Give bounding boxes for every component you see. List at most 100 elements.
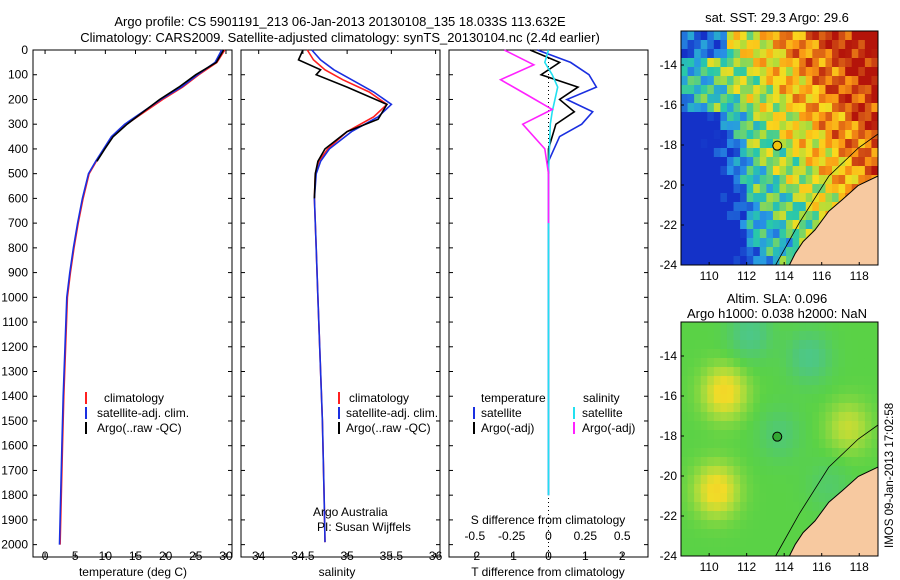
- map-cell: [851, 31, 859, 41]
- map-cell: [838, 76, 846, 86]
- map-cell: [746, 340, 754, 350]
- map-cell: [786, 349, 794, 359]
- map-cell: [825, 49, 833, 59]
- map-cell: [799, 103, 807, 113]
- map-cell: [733, 247, 741, 257]
- map-cell: [713, 484, 721, 494]
- map-cell: [799, 76, 807, 86]
- map-cell: [805, 103, 813, 113]
- map-cell: [720, 367, 728, 377]
- diff-xlabel: T difference from climatology: [471, 565, 625, 579]
- map-cell: [792, 376, 800, 386]
- map-cell: [832, 421, 839, 431]
- map-cell: [740, 256, 748, 266]
- map-cell: [792, 139, 800, 149]
- map-cell: [694, 139, 702, 149]
- map-cell: [720, 112, 728, 122]
- map-cell: [871, 331, 879, 341]
- map-cell: [753, 475, 761, 485]
- map-cell: [851, 331, 859, 341]
- map-cell: [812, 94, 820, 104]
- map-cell: [805, 520, 813, 530]
- map-cell: [687, 166, 695, 176]
- map-cell: [681, 247, 688, 257]
- map-cell: [740, 421, 748, 431]
- imos-stamp: IMOS 09-Jan-2013 17:02:58: [884, 403, 896, 548]
- temp-legend-satellite: satellite-adj. clim.: [97, 406, 189, 420]
- map-cell: [799, 520, 807, 530]
- map-cell: [779, 184, 787, 194]
- map-cell: [772, 175, 780, 185]
- sal-note-line2: PI: Susan Wijffels: [317, 520, 411, 534]
- map-cell: [805, 322, 813, 332]
- map-cell: [681, 31, 688, 41]
- map-cell: [726, 76, 734, 86]
- map-cell: [766, 394, 774, 404]
- map-cell: [799, 475, 807, 485]
- map-cell: [799, 349, 807, 359]
- map-cell: [871, 112, 879, 122]
- map-cell: [740, 76, 748, 86]
- map-cell: [766, 175, 774, 185]
- map-cell: [713, 247, 721, 257]
- map-cell: [805, 367, 813, 377]
- map-cell: [700, 76, 708, 86]
- map-cell: [733, 331, 741, 341]
- map-cell: [858, 139, 866, 149]
- map-cell: [753, 439, 761, 449]
- depth-tick-label: 1800: [1, 488, 28, 502]
- map-cell: [805, 148, 813, 158]
- map-cell: [733, 493, 741, 503]
- map-cell: [733, 202, 741, 212]
- map-cell: [707, 394, 715, 404]
- map-cell: [726, 85, 734, 95]
- map-cell: [825, 76, 833, 86]
- map-cell: [740, 538, 748, 548]
- map-cell: [871, 148, 879, 158]
- depth-tick-label: 800: [8, 241, 28, 255]
- map-cell: [740, 430, 748, 440]
- map-cell: [759, 421, 767, 431]
- map-cell: [681, 184, 688, 194]
- map-cell: [792, 448, 800, 458]
- map-cell: [713, 184, 721, 194]
- map-cell: [825, 31, 833, 41]
- map-cell: [707, 247, 715, 257]
- map-cell: [818, 94, 826, 104]
- map-cell: [818, 40, 826, 50]
- map-cell: [851, 94, 859, 104]
- map-cell: [720, 121, 728, 131]
- map-cell: [694, 166, 702, 176]
- map-cell: [707, 466, 715, 476]
- map-cell: [740, 322, 748, 332]
- map-cell: [681, 331, 688, 341]
- map-cell: [713, 58, 721, 68]
- map-cell: [832, 76, 839, 86]
- map-cell: [779, 103, 787, 113]
- map-cell: [766, 211, 774, 221]
- map-cell: [740, 238, 748, 248]
- map-cell: [733, 148, 741, 158]
- map-cell: [726, 430, 734, 440]
- map-cell: [871, 322, 879, 332]
- x-tick-label: -1: [506, 549, 517, 563]
- map-cell: [779, 67, 787, 77]
- map-cell: [825, 340, 833, 350]
- map-cell: [799, 94, 807, 104]
- map-cell: [799, 202, 807, 212]
- map-cell: [858, 358, 866, 368]
- map-cell: [681, 493, 688, 503]
- map-cell: [700, 502, 708, 512]
- map-y-tick-label: -22: [660, 218, 678, 232]
- map-cell: [779, 76, 787, 86]
- map-cell: [687, 139, 695, 149]
- map-cell: [772, 121, 780, 131]
- map-cell: [687, 421, 695, 431]
- map-cell: [759, 511, 767, 521]
- map-cell: [786, 430, 794, 440]
- map-cell: [713, 31, 721, 41]
- map-cell: [818, 466, 826, 476]
- map-cell: [818, 430, 826, 440]
- map-cell: [707, 322, 715, 332]
- map-cell: [707, 493, 715, 503]
